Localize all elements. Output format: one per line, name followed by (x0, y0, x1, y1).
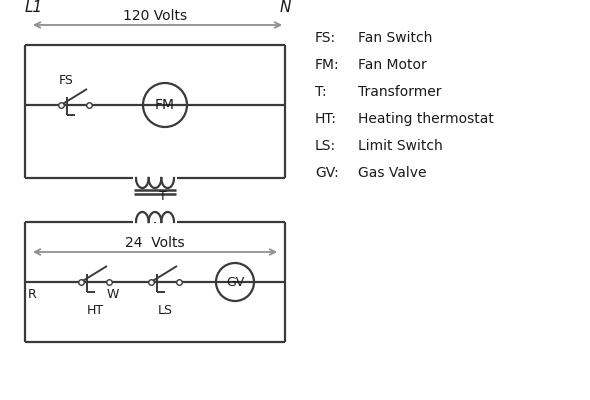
Text: FM: FM (155, 98, 175, 112)
Text: Limit Switch: Limit Switch (358, 139, 442, 153)
Text: FM:: FM: (315, 58, 340, 72)
Text: GV:: GV: (315, 166, 339, 180)
Text: N: N (280, 0, 291, 15)
Text: LS:: LS: (315, 139, 336, 153)
Text: T:: T: (315, 85, 327, 99)
Text: Transformer: Transformer (358, 85, 441, 99)
Text: Gas Valve: Gas Valve (358, 166, 427, 180)
Text: Fan Switch: Fan Switch (358, 31, 432, 45)
Text: Fan Motor: Fan Motor (358, 58, 427, 72)
Text: LS: LS (158, 304, 172, 317)
Text: T: T (159, 190, 167, 202)
Text: R: R (28, 288, 37, 301)
Text: Heating thermostat: Heating thermostat (358, 112, 494, 126)
Text: W: W (107, 288, 119, 301)
Text: 24  Volts: 24 Volts (125, 236, 185, 250)
Text: FS: FS (59, 74, 74, 87)
Text: L1: L1 (25, 0, 43, 15)
Text: HT: HT (87, 304, 104, 317)
Text: FS:: FS: (315, 31, 336, 45)
Text: HT:: HT: (315, 112, 337, 126)
Text: GV: GV (226, 276, 244, 288)
Text: 120 Volts: 120 Volts (123, 9, 187, 23)
